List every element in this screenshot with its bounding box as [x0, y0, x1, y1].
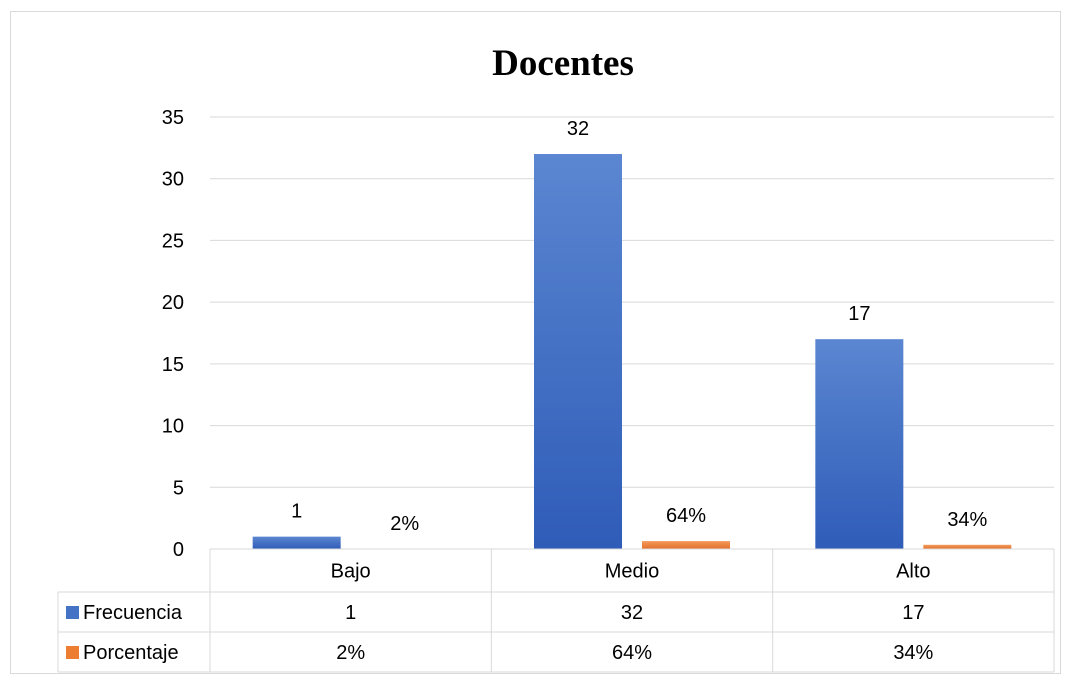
bar-frecuencia-bajo	[253, 537, 341, 549]
legend-key-porcentaje	[66, 646, 79, 659]
y-tick-label: 0	[173, 539, 184, 561]
data-label: 34%	[947, 509, 987, 531]
y-tick-label: 10	[162, 416, 184, 438]
x-tick-label: Alto	[896, 561, 930, 583]
bar-frecuencia-alto	[815, 339, 903, 549]
y-tick-label: 35	[162, 107, 184, 129]
bar-porcentaje-medio	[642, 541, 730, 549]
data-label: 64%	[666, 505, 706, 527]
legend-label: Porcentaje	[83, 642, 179, 664]
data-label: 17	[848, 303, 870, 325]
y-tick-label: 20	[162, 292, 184, 314]
table-cell: 64%	[612, 642, 652, 664]
table-cell: 32	[621, 602, 643, 624]
legend-label: Frecuencia	[83, 602, 183, 624]
data-label: 2%	[390, 513, 419, 535]
bar-porcentaje-alto	[923, 545, 1011, 549]
legend-key-frecuencia	[66, 606, 79, 619]
table-cell: 34%	[893, 642, 933, 664]
y-tick-label: 30	[162, 169, 184, 191]
y-tick-label: 15	[162, 354, 184, 376]
x-tick-label: Bajo	[331, 561, 371, 583]
data-label: 32	[567, 118, 589, 140]
y-tick-label: 5	[173, 477, 184, 499]
chart-title: Docentes	[492, 43, 634, 84]
data-label: 1	[291, 501, 302, 523]
bar-frecuencia-medio	[534, 154, 622, 549]
x-tick-label: Medio	[605, 561, 659, 583]
table-cell: 1	[345, 602, 356, 624]
table-cell: 17	[902, 602, 924, 624]
y-tick-label: 25	[162, 230, 184, 252]
table-cell: 2%	[336, 642, 365, 664]
